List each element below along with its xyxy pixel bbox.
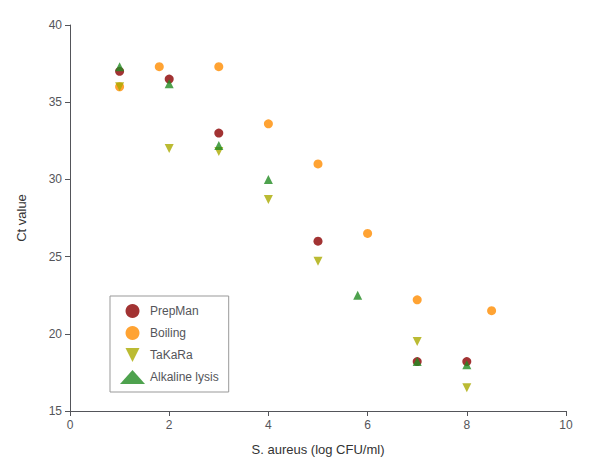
svg-text:8: 8 bbox=[463, 418, 470, 432]
svg-text:25: 25 bbox=[49, 250, 63, 264]
svg-text:4: 4 bbox=[265, 418, 272, 432]
svg-text:10: 10 bbox=[559, 418, 573, 432]
svg-text:20: 20 bbox=[49, 327, 63, 341]
svg-text:15: 15 bbox=[49, 404, 63, 418]
svg-text:PrepMan: PrepMan bbox=[150, 304, 199, 318]
svg-text:2: 2 bbox=[166, 418, 173, 432]
svg-text:Boiling: Boiling bbox=[150, 326, 186, 340]
svg-text:30: 30 bbox=[49, 172, 63, 186]
svg-text:40: 40 bbox=[49, 18, 63, 32]
svg-text:S. aureus (log CFU/ml): S. aureus (log CFU/ml) bbox=[252, 442, 385, 457]
svg-text:Ct value: Ct value bbox=[14, 194, 29, 242]
svg-text:6: 6 bbox=[364, 418, 371, 432]
svg-text:0: 0 bbox=[67, 418, 74, 432]
svg-text:35: 35 bbox=[49, 95, 63, 109]
svg-text:TaKaRa: TaKaRa bbox=[150, 348, 193, 362]
svg-text:Alkaline lysis: Alkaline lysis bbox=[150, 370, 219, 384]
